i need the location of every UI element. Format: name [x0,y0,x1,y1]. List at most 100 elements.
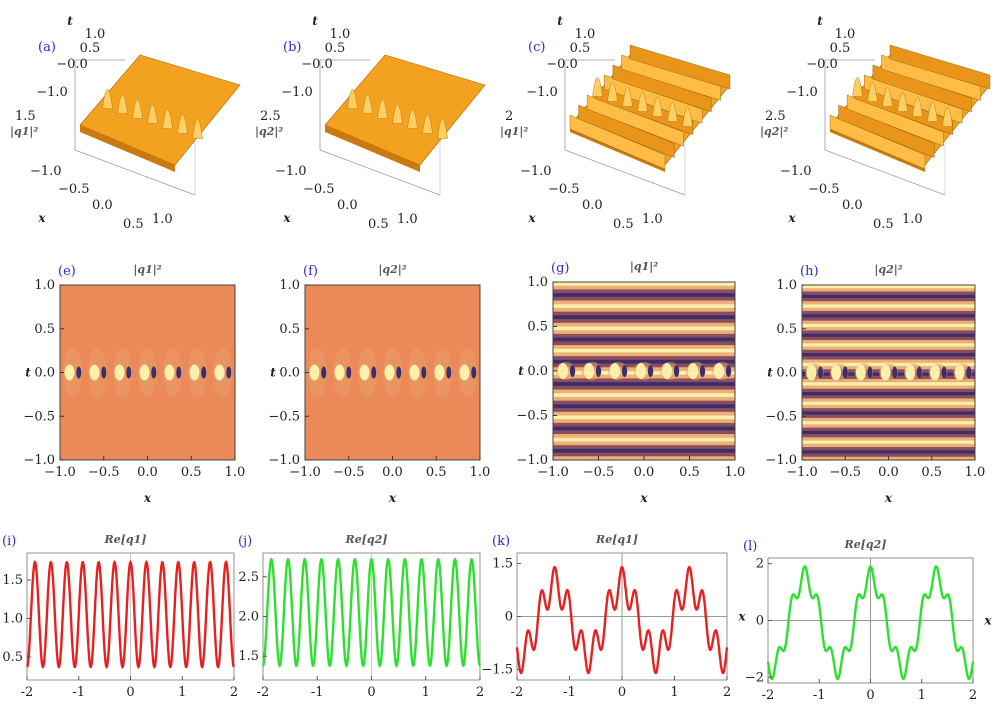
y-tick-label: 0.5 [527,320,548,335]
density-peak [139,364,150,381]
density-band [553,415,735,420]
density-peak [930,364,940,381]
surface-peak [407,109,418,129]
density-band [802,317,975,322]
surface-peak [392,104,403,124]
line-panel-l: x -2 -1 0 1 2 −2 0 2 Re[q2] (l) [743,538,992,703]
density-band [802,320,975,325]
surface-ridge [889,44,991,90]
panel-title: Re[q1] [104,533,147,546]
density-dip [892,366,898,379]
density-dip [101,366,107,379]
x-tick-label: 1 [422,685,430,700]
surface-peak [622,87,633,107]
y-tick-label: −1.0 [516,453,548,468]
t-tick-label: 0.5 [830,41,851,56]
density-band [802,327,975,331]
x-tick-label: -2 [511,685,524,700]
y-tick-label: 0 [505,610,513,625]
line-panel-k: x -2 -1 0 1 2 −1.5 0 1.5 Re[q1] (k) [481,533,746,700]
density-band [553,282,735,287]
density-band [802,333,975,338]
density-band [553,430,735,435]
density-band [553,422,735,428]
x-tick-label: 0.5 [123,217,144,232]
t-tick-label: 1.0 [85,27,106,42]
t-tick-label: 1.0 [575,27,596,42]
y-tick-label: 0 [756,614,764,629]
surface-panel-b: (b)t1.00.5−0.0−1.02.5|q2|²−1.0−0.50.00.5… [255,14,486,232]
x-tick-label: 0.0 [92,198,113,213]
density-band [802,395,975,400]
y-tick-label: 2 [756,557,764,572]
density-band [553,408,735,413]
surface-peak [927,102,938,122]
density-band [802,323,975,328]
data-series-line [262,557,481,668]
density-band [553,285,735,291]
surface-peak [377,99,388,119]
density-band [553,293,735,298]
z-axis-label: |q2|² [255,125,283,138]
x-tick-label: 0.0 [382,465,403,480]
surface-ridge [838,104,935,158]
density-band [802,414,975,419]
density-band [553,445,735,450]
x-tick-label: 1.0 [470,465,491,480]
density-band [553,311,735,316]
density-band [802,443,975,448]
x-tick-label: −1.0 [44,465,76,480]
density-band [553,356,735,361]
panel-label: (a) [38,40,56,55]
density-band [802,359,975,364]
density-peak [189,364,200,381]
y-tick-label: −1.0 [765,453,797,468]
surface-ridge [629,44,731,90]
density-band [553,396,735,402]
y-tick-label: −0.5 [765,409,797,424]
t-axis-label: t [312,14,318,28]
surface-peak [867,82,878,102]
density-band [802,440,975,445]
y-tick-label: 0.5 [776,322,797,337]
density-peak [89,364,100,381]
panel-label: (i) [2,534,16,549]
x-tick-label: 1 [670,685,678,700]
surface-peak [177,114,188,134]
density-band [802,301,975,306]
density-band [553,304,735,309]
x-tick-label: -2 [762,688,775,703]
surface-peak [912,97,923,117]
y-tick-label: 1.5 [238,649,259,664]
density-peak [635,363,647,379]
panel-label: (f) [303,264,318,279]
x-tick-label: 0 [866,688,874,703]
panel-title: Re[q2] [345,533,388,546]
z-tick-label: 2 [505,109,513,124]
x-tick-label: −1.0 [275,164,307,179]
density-peak [831,364,842,381]
x-tick-label: −1.0 [520,164,552,179]
density-dip [446,366,452,379]
panel-label: (e) [58,264,76,279]
x-tick-label: −0.5 [58,182,90,197]
density-band [553,319,735,324]
surface-ridge [846,94,944,147]
y-tick-label: −0.5 [268,409,300,424]
x-axis-label: x [639,491,648,505]
panel-title: |q2|² [378,263,406,276]
panel-label: (k) [492,534,510,549]
surface-side [80,125,175,172]
density-dip [201,366,207,379]
box-edge [824,149,946,196]
x-tick-label: 0 [367,685,375,700]
density-dip [725,365,732,377]
density-band [553,289,735,294]
x-tick-label: 0.5 [426,465,447,480]
density-band [553,404,735,409]
surface-peak [347,89,358,109]
box-edge [74,59,125,150]
density-band [802,356,975,361]
x-tick-label: 0.0 [337,198,358,213]
